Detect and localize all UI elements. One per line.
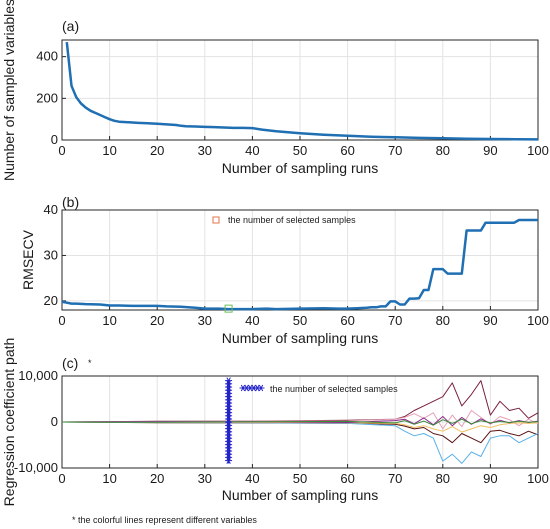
panel-c-xtick-label: 40 <box>245 471 259 486</box>
panel-c-xtick-label: 60 <box>340 471 354 486</box>
panel-b-legend: the number of selected samples <box>212 215 356 225</box>
panel-c-xtick-label: 50 <box>293 471 307 486</box>
panel-c-series-6 <box>61 418 539 426</box>
panel-b-xtick-label: 10 <box>102 313 116 328</box>
panel-b-xtick-label: 70 <box>388 313 402 328</box>
panel-c-legend: the number of selected samples <box>239 384 398 394</box>
panel-b-ytick-label: 30 <box>44 247 58 262</box>
panel-b-selected-marker <box>224 304 233 313</box>
panel-b-legend-marker <box>212 216 220 224</box>
panel-b-xtick-label: 80 <box>436 313 450 328</box>
panel-c-series-0 <box>61 380 539 423</box>
panel-b-ylabel: RMSECV <box>20 229 36 290</box>
panel-c-ytick-label: -10,000 <box>14 460 58 475</box>
panel-c-ytick-label: 10,000 <box>18 368 58 383</box>
panel-c-asterisk-stroke <box>248 384 253 392</box>
panel-a-series-0 <box>65 41 539 141</box>
panel-a-xtick-label: 70 <box>388 143 402 158</box>
panel-b-xtick-label: 100 <box>527 313 549 328</box>
panel-b-xtick-label: 90 <box>483 313 497 328</box>
panel-b-series-0 <box>61 218 538 311</box>
panel-b-xtick-label: 40 <box>245 313 259 328</box>
panel-c-asterisk-stroke <box>226 457 231 464</box>
panel-c: (c) * 0 10 20 30 40 50 60 70 80 90 10010,0000-10,0… <box>1 338 549 507</box>
panel-a-ytick-label: 0 <box>51 132 58 147</box>
panel-c-series-2 <box>61 421 539 464</box>
panel-c-xtick-label: 20 <box>150 471 164 486</box>
panel-c-xtick-label: 100 <box>527 471 549 486</box>
panel-a-ytick-label: 200 <box>36 90 58 105</box>
panel-a-xlabel: Number of sampling runs <box>222 160 378 176</box>
panel-c-note: * <box>88 358 92 368</box>
panel-b-ytick-label: 40 <box>44 202 58 217</box>
panel-b-xlabel: Number of sampling runs <box>222 330 378 346</box>
panel-a-ylabel: Number of sampled variables <box>1 0 17 181</box>
panel-c-xtick-label: 90 <box>483 471 497 486</box>
panel-a-xtick-label: 20 <box>150 143 164 158</box>
panel-c-legend-marker <box>239 384 265 392</box>
panel-c-xtick-label: 70 <box>388 471 402 486</box>
panel-b-xtick-label: 50 <box>293 313 307 328</box>
panel-c-label: (c) <box>62 355 78 371</box>
panel-b-legend-text: the number of selected samples <box>228 215 356 225</box>
panel-c-legend-text: the number of selected samples <box>270 384 398 394</box>
panel-c-series-4 <box>61 421 539 433</box>
panel-b-xtick-label: 60 <box>340 313 354 328</box>
panel-a-xtick-label: 30 <box>198 143 212 158</box>
panel-c-ytick-label: 0 <box>51 414 58 429</box>
panel-a-xtick-label: 10 <box>102 143 116 158</box>
panel-c-xtick-label: 0 <box>58 471 65 486</box>
panel-a-xtick-label: 100 <box>527 143 549 158</box>
panel-a-xtick-label: 60 <box>340 143 354 158</box>
footnote: * the colorful lines represent different… <box>72 515 257 525</box>
panel-c-xtick-label: 80 <box>436 471 450 486</box>
panel-a-xtick-label: 80 <box>436 143 450 158</box>
panel-a-xtick-label: 90 <box>483 143 497 158</box>
panel-c-xlabel: Number of sampling runs <box>222 487 378 503</box>
panel-c-xtick-label: 10 <box>102 471 116 486</box>
panel-c-asterisk-stroke <box>251 384 256 392</box>
panel-c-asterisk-stroke <box>244 384 249 392</box>
panel-c-asterisk-stroke <box>255 384 260 392</box>
panel-c-asterisk-stroke <box>258 384 264 392</box>
panel-a-xtick-label: 40 <box>245 143 259 158</box>
panel-b-xtick-label: 20 <box>150 313 164 328</box>
panel-a: (a) 0 10 20 30 40 50 60 70 80 90 100 0 200 400 Number… <box>1 0 549 181</box>
panel-c-asterisk-stroke <box>240 384 246 392</box>
panel-a-ytick-label: 400 <box>36 49 58 64</box>
panel-a-xtick-label: 50 <box>293 143 307 158</box>
panel-c-ylabel: Regression coefficient path <box>1 338 17 507</box>
panel-b-xtick-label: 30 <box>198 313 212 328</box>
panel-a-xtick-label: 0 <box>58 143 65 158</box>
panel-b: (b) 0 10 20 30 40 50 60 70 80 90 100 20 30 40 the num… <box>20 194 549 346</box>
panel-b-label: (b) <box>62 194 79 210</box>
panel-a-label: (a) <box>62 18 79 34</box>
panel-b-ytick-label: 20 <box>44 293 58 308</box>
panel-c-xtick-label: 30 <box>198 471 212 486</box>
panel-b-xtick-label: 0 <box>58 313 65 328</box>
